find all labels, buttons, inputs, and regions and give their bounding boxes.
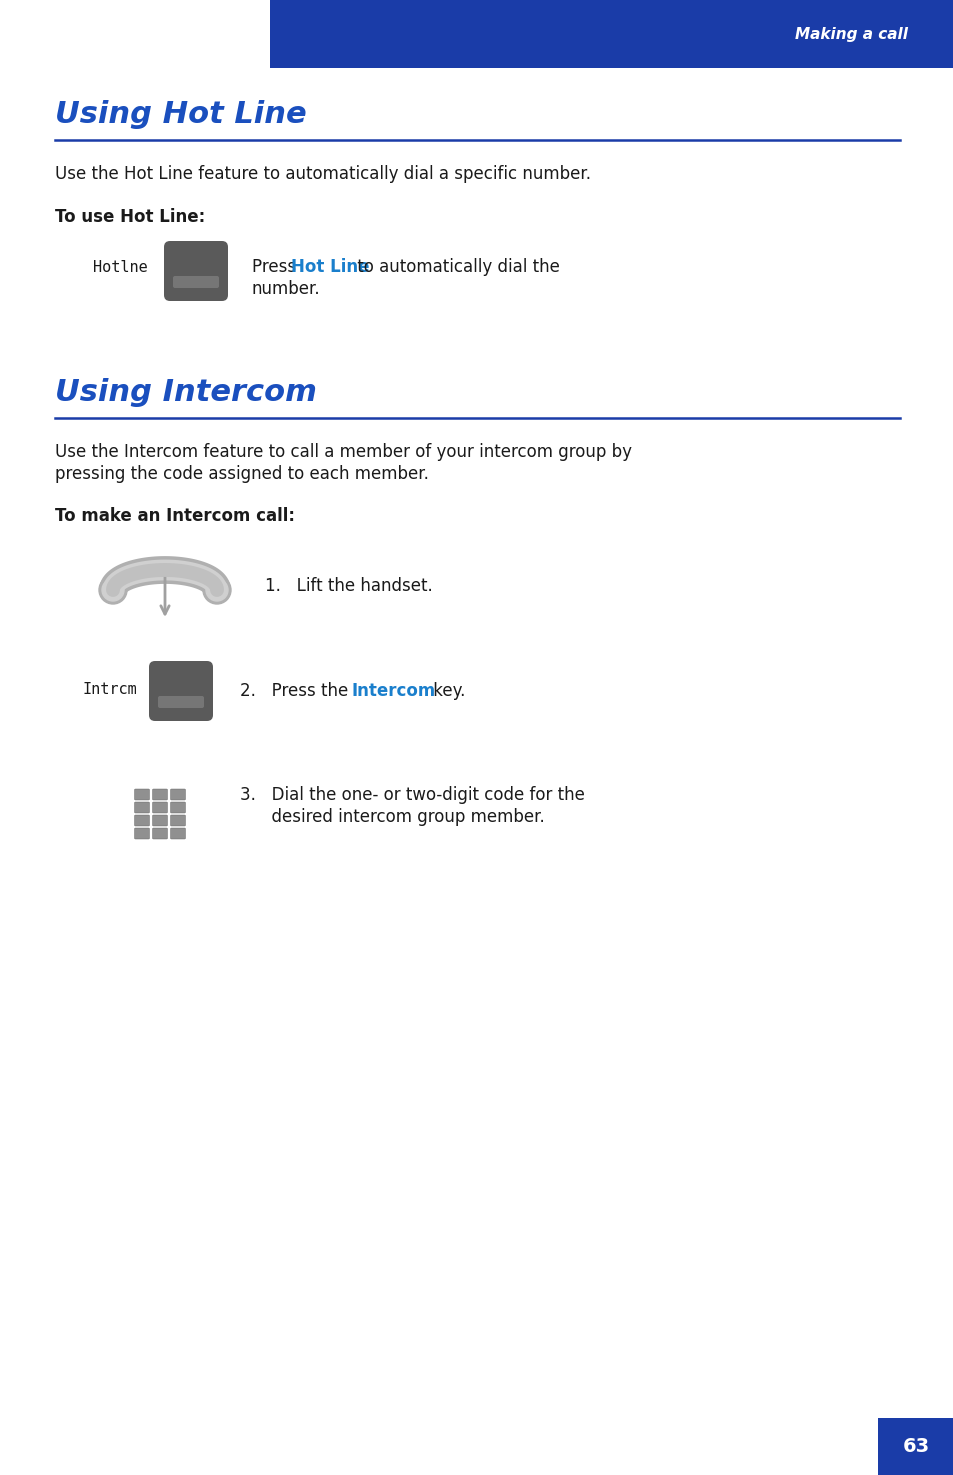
Circle shape: [206, 580, 228, 600]
Circle shape: [99, 577, 127, 603]
Text: Use the Intercom feature to call a member of your intercom group by: Use the Intercom feature to call a membe…: [55, 442, 631, 462]
Text: Making a call: Making a call: [794, 27, 907, 41]
Text: key.: key.: [428, 681, 465, 701]
Circle shape: [203, 577, 231, 603]
Text: to automatically dial the: to automatically dial the: [352, 258, 559, 276]
Text: Using Intercom: Using Intercom: [55, 378, 316, 407]
Text: number.: number.: [252, 280, 320, 298]
FancyBboxPatch shape: [172, 276, 219, 288]
FancyBboxPatch shape: [171, 827, 185, 839]
Text: To make an Intercom call:: To make an Intercom call:: [55, 507, 294, 525]
FancyBboxPatch shape: [152, 827, 168, 839]
Text: Hot Line: Hot Line: [291, 258, 369, 276]
Text: To use Hot Line:: To use Hot Line:: [55, 208, 205, 226]
FancyBboxPatch shape: [134, 802, 150, 813]
FancyBboxPatch shape: [152, 816, 168, 826]
Bar: [270, 0, 953, 68]
FancyBboxPatch shape: [134, 827, 150, 839]
FancyBboxPatch shape: [152, 802, 168, 813]
FancyBboxPatch shape: [158, 696, 204, 708]
FancyBboxPatch shape: [171, 816, 185, 826]
FancyBboxPatch shape: [134, 789, 150, 799]
Text: Press: Press: [252, 258, 301, 276]
Bar: [877, 1417, 953, 1475]
FancyBboxPatch shape: [134, 816, 150, 826]
Text: Intercom: Intercom: [352, 681, 436, 701]
Circle shape: [102, 580, 124, 600]
Text: 3.   Dial the one- or two-digit code for the: 3. Dial the one- or two-digit code for t…: [240, 786, 584, 804]
Text: pressing the code assigned to each member.: pressing the code assigned to each membe…: [55, 465, 429, 482]
Text: 2.   Press the: 2. Press the: [240, 681, 354, 701]
Text: 1.   Lift the handset.: 1. Lift the handset.: [265, 577, 433, 594]
FancyBboxPatch shape: [164, 240, 228, 301]
FancyBboxPatch shape: [171, 789, 185, 799]
FancyBboxPatch shape: [152, 789, 168, 799]
FancyBboxPatch shape: [171, 802, 185, 813]
Text: Intrcm: Intrcm: [83, 683, 137, 698]
FancyBboxPatch shape: [149, 661, 213, 721]
Text: Use the Hot Line feature to automatically dial a specific number.: Use the Hot Line feature to automaticall…: [55, 165, 590, 183]
Text: 63: 63: [902, 1438, 928, 1456]
Text: Using Hot Line: Using Hot Line: [55, 100, 306, 128]
Text: desired intercom group member.: desired intercom group member.: [240, 808, 544, 826]
Text: Hotlne: Hotlne: [92, 261, 147, 276]
